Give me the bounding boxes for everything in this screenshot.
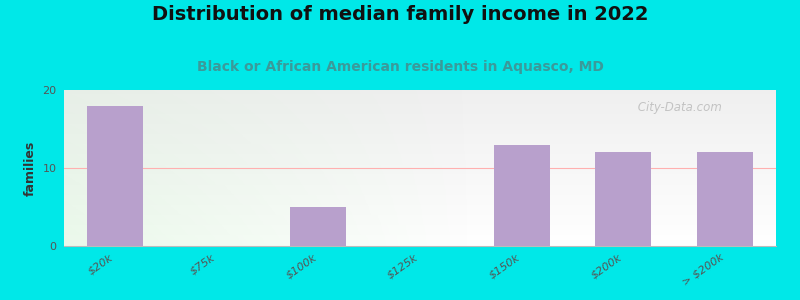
Bar	[697, 152, 753, 246]
Text: Distribution of median family income in 2022: Distribution of median family income in …	[152, 4, 648, 23]
Bar	[494, 145, 550, 246]
Y-axis label: families: families	[24, 140, 37, 196]
Bar	[595, 152, 651, 246]
Text: Black or African American residents in Aquasco, MD: Black or African American residents in A…	[197, 60, 603, 74]
Bar	[290, 207, 346, 246]
Bar	[87, 106, 143, 246]
Text: City-Data.com: City-Data.com	[634, 101, 722, 114]
